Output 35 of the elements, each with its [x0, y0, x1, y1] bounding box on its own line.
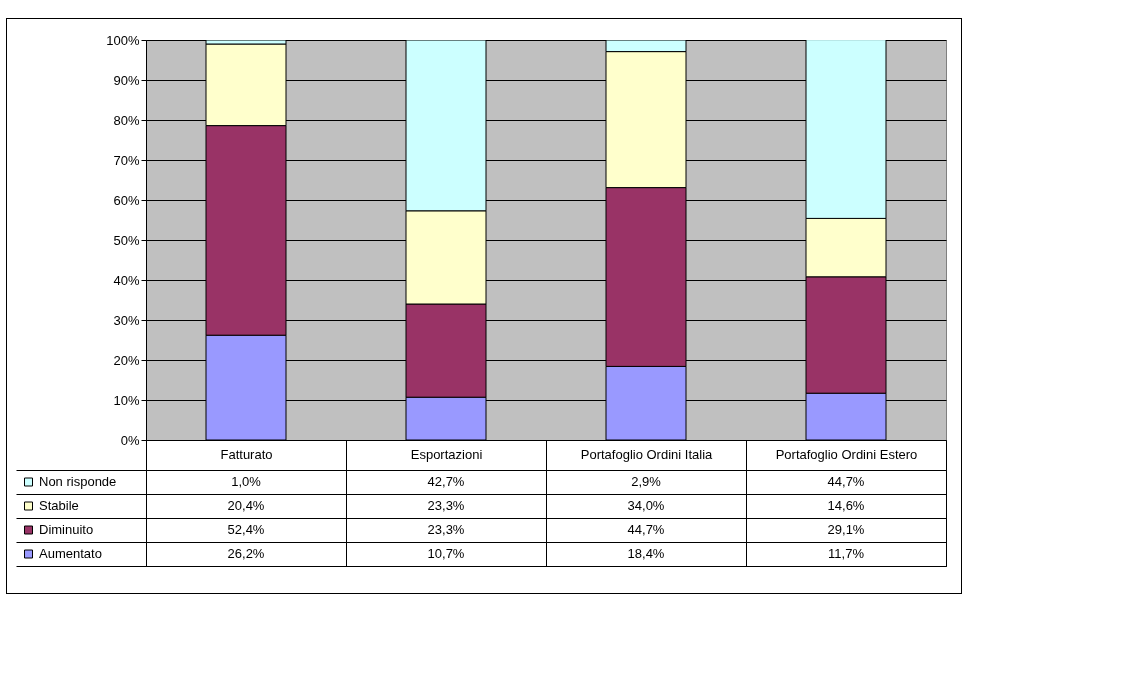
data-label: 42,7% [427, 474, 465, 489]
x-tick-label: Fatturato [220, 446, 273, 462]
legend-label: Non risponde [39, 474, 117, 489]
x-tick-label: Portafoglio Ordini Estero [775, 446, 918, 462]
data-label: 44,7% [627, 522, 665, 537]
legend-label: Stabile [39, 498, 79, 513]
data-label: 11,7% [828, 546, 865, 561]
legend-label: Aumentato [39, 546, 102, 561]
y-tick-label: 0% [120, 432, 140, 448]
data-label: 23,3% [427, 522, 465, 537]
data-label: 23,3% [427, 498, 465, 513]
y-tick-label: 10% [113, 392, 140, 408]
x-tick-label: Portafoglio Ordini Italia [580, 446, 714, 462]
legend-label: Diminuito [39, 522, 94, 537]
data-label: 14,6% [827, 498, 865, 513]
y-tick-label: 80% [113, 112, 140, 128]
data-label: 26,2% [227, 546, 265, 561]
x-tick-label: Esportazioni [410, 446, 483, 462]
y-tick-label: 40% [113, 272, 140, 288]
y-tick-label: 90% [113, 72, 140, 88]
data-label: 34,0% [627, 498, 665, 513]
y-tick-label: 70% [113, 152, 140, 168]
data-label: 52,4% [227, 522, 265, 537]
y-tick-label: 60% [113, 192, 140, 208]
data-label: 2,9% [631, 474, 662, 489]
y-tick-label: 100% [106, 32, 140, 48]
data-label: 18,4% [627, 546, 665, 561]
y-tick-label: 30% [113, 312, 140, 328]
data-label: 20,4% [227, 498, 265, 513]
data-label: 10,7% [427, 546, 465, 561]
y-tick-label: 50% [113, 232, 140, 248]
data-label: 29,1% [827, 522, 865, 537]
data-label: 44,7% [827, 474, 865, 489]
data-label: 1,0% [231, 474, 262, 489]
y-tick-label: 20% [113, 352, 140, 368]
